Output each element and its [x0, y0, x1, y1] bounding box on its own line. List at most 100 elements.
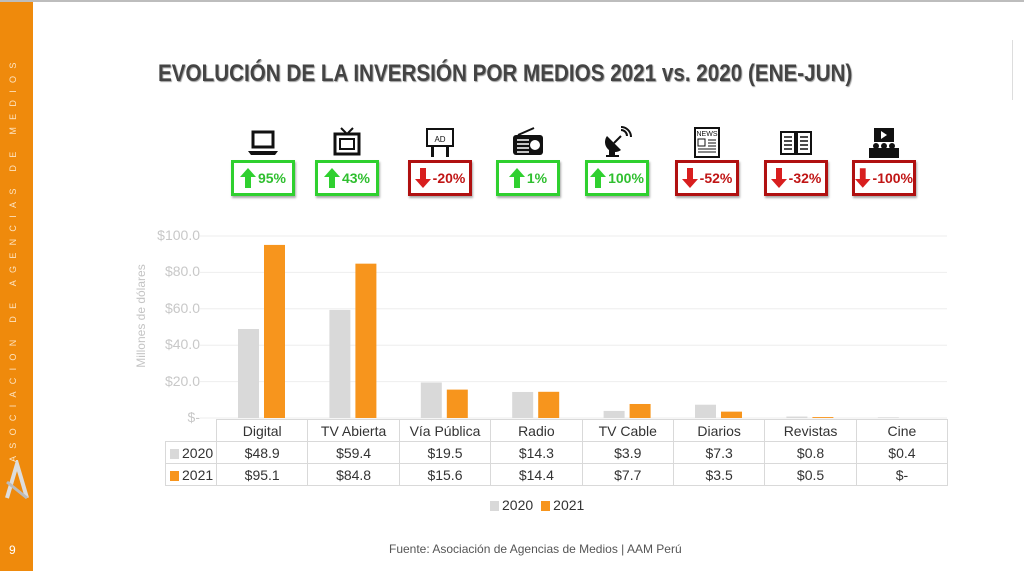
value-label: $0.5: [764, 463, 857, 486]
change-value: 100%: [608, 170, 644, 186]
corner-cell: [165, 419, 217, 442]
category-label: Digital: [215, 419, 309, 442]
change-badge: 100%: [585, 160, 649, 196]
value-label: $-: [855, 463, 949, 486]
sidebar: ASOCIACION DE AGENCIAS DE MEDIOS 9: [0, 2, 33, 571]
series-label: 2020: [165, 441, 217, 464]
category-label: Diarios: [672, 419, 766, 442]
series-label: 2021: [165, 463, 217, 486]
legend: 2020 2021: [490, 497, 584, 513]
change-badge: 43%: [315, 160, 379, 196]
bar-2021-TV Cable: [629, 403, 651, 418]
change-badge: -100%: [852, 160, 916, 196]
category-label: Revistas: [764, 419, 857, 442]
bar-2020-TV Cable: [603, 410, 625, 418]
billboard-icon: AD: [422, 126, 458, 158]
value-label: $95.1: [215, 463, 309, 486]
y-tick-label: $60.0: [164, 299, 200, 316]
change-value: 95%: [257, 170, 287, 186]
change-badge: -32%: [764, 160, 828, 196]
table-row-2020: 2020 $48.9 $59.4 $19.5 $14.3 $3.9 $7.3 $0.8 $0.4: [165, 441, 949, 464]
bar-2021-TV Abierta: [355, 263, 377, 418]
radio-icon: [510, 126, 546, 158]
legend-item-2021: 2021: [541, 497, 584, 513]
bar-2021-Revistas: [812, 417, 834, 418]
source-note: Fuente: Asociación de Agencias de Medios…: [389, 542, 682, 556]
page-number: 9: [9, 543, 16, 557]
newspaper-icon: NEWS: [689, 126, 725, 158]
y-tick-label: $40.0: [164, 336, 200, 353]
bar-2021-Radio: [538, 391, 560, 418]
y-tick-label: $80.0: [164, 263, 200, 280]
laptop-icon: [245, 126, 281, 158]
change-value: 43%: [341, 170, 371, 186]
divider: [1012, 40, 1013, 100]
bar-2021-Diarios: [721, 411, 742, 418]
arrow-down-icon: [855, 168, 871, 188]
bar-2020-Diarios: [695, 404, 716, 418]
satellite-dish-icon: [599, 126, 635, 158]
change-value: -20%: [432, 170, 466, 186]
change-value: -32%: [788, 170, 822, 186]
y-tick-label: $100.0: [157, 227, 200, 243]
value-label: $84.8: [307, 463, 400, 486]
value-label: $14.4: [490, 463, 583, 486]
arrow-down-icon: [770, 168, 787, 188]
value-label: $7.3: [672, 441, 766, 464]
value-label: $3.5: [672, 463, 766, 486]
category-label: Radio: [490, 419, 583, 442]
top-border: [0, 0, 1024, 2]
series-name: 2021: [182, 466, 214, 483]
category-row: Digital TV Abierta Vía Pública Radio TV Cabl…: [165, 419, 949, 442]
arrow-down-icon: [414, 168, 431, 188]
bar-2021-Vía Pública: [446, 389, 468, 418]
arrow-up-icon: [323, 168, 340, 188]
category-label: TV Abierta: [307, 419, 400, 442]
value-label: $0.8: [764, 441, 857, 464]
arrow-down-icon: [681, 168, 698, 188]
swatch-2021: [170, 470, 179, 481]
tv-icon: [329, 126, 365, 158]
bar-2020-Radio: [512, 391, 534, 418]
magazine-icon: [778, 126, 814, 158]
category-label: TV Cable: [581, 419, 674, 442]
bar-2021-Digital: [264, 244, 285, 418]
value-label: $59.4: [307, 441, 400, 464]
change-badge: -20%: [408, 160, 472, 196]
aam-logo-icon: [5, 460, 29, 500]
svg-text:NEWS: NEWS: [697, 131, 718, 138]
change-value: -52%: [699, 170, 733, 186]
series-name: 2020: [182, 444, 214, 461]
y-tick-label: $20.0: [164, 372, 200, 389]
swatch-2020: [170, 448, 179, 459]
cinema-icon: [866, 126, 902, 158]
slide-title: EVOLUCIÓN DE LA INVERSIÓN POR MEDIOS 202…: [158, 60, 853, 87]
arrow-up-icon: [239, 168, 256, 188]
value-label: $7.7: [581, 463, 674, 486]
bar-2020-Cine: [877, 417, 899, 418]
change-badge: 1%: [496, 160, 560, 196]
value-label: $3.9: [581, 441, 674, 464]
value-label: $14.3: [490, 441, 583, 464]
bar-2020-TV Abierta: [329, 309, 351, 418]
category-label: Cine: [855, 419, 949, 442]
svg-text:AD: AD: [434, 135, 445, 144]
arrow-up-icon: [508, 168, 525, 188]
arrow-up-icon: [590, 168, 607, 188]
bar-2020-Revistas: [786, 416, 808, 418]
value-label: $48.9: [215, 441, 309, 464]
legend-item-2020: 2020: [490, 497, 533, 513]
change-badge: -52%: [675, 160, 739, 196]
bar-2020-Vía Pública: [420, 382, 442, 418]
value-label: $0.4: [855, 441, 949, 464]
bar-2020-Digital: [238, 329, 259, 418]
data-table: Digital TV Abierta Vía Pública Radio TV Cabl…: [165, 419, 949, 486]
change-value: 1%: [526, 170, 548, 186]
table-row-2021: 2021 $95.1 $84.8 $15.6 $14.4 $7.7 $3.5 $0.5 $-: [165, 463, 949, 486]
change-badge: 95%: [231, 160, 295, 196]
category-label: Vía Pública: [398, 419, 492, 442]
value-label: $19.5: [398, 441, 492, 464]
change-value: -100%: [872, 170, 913, 186]
value-label: $15.6: [398, 463, 492, 486]
